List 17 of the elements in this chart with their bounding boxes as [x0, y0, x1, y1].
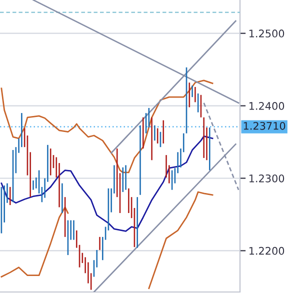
candlestick: [162, 120, 164, 144]
candlestick: [188, 82, 190, 108]
ref-line-label: 1.23710: [244, 122, 286, 130]
candlestick: [208, 128, 210, 170]
line-series: [0, 80, 214, 174]
y-tick-label: 1.2200: [249, 246, 284, 255]
candlestick: [203, 117, 205, 158]
line-series: [148, 191, 214, 290]
y-tick-label: 1.2500: [249, 30, 284, 38]
candlestick: [50, 148, 52, 176]
candlestick: [122, 167, 124, 192]
candlestick: [142, 117, 144, 149]
y-tick-label: 1.2400: [249, 102, 284, 110]
candlestick: [9, 186, 11, 206]
line-series: [0, 206, 69, 278]
y-tick-label: 1.2300: [249, 174, 284, 182]
line-series: [0, 136, 214, 232]
